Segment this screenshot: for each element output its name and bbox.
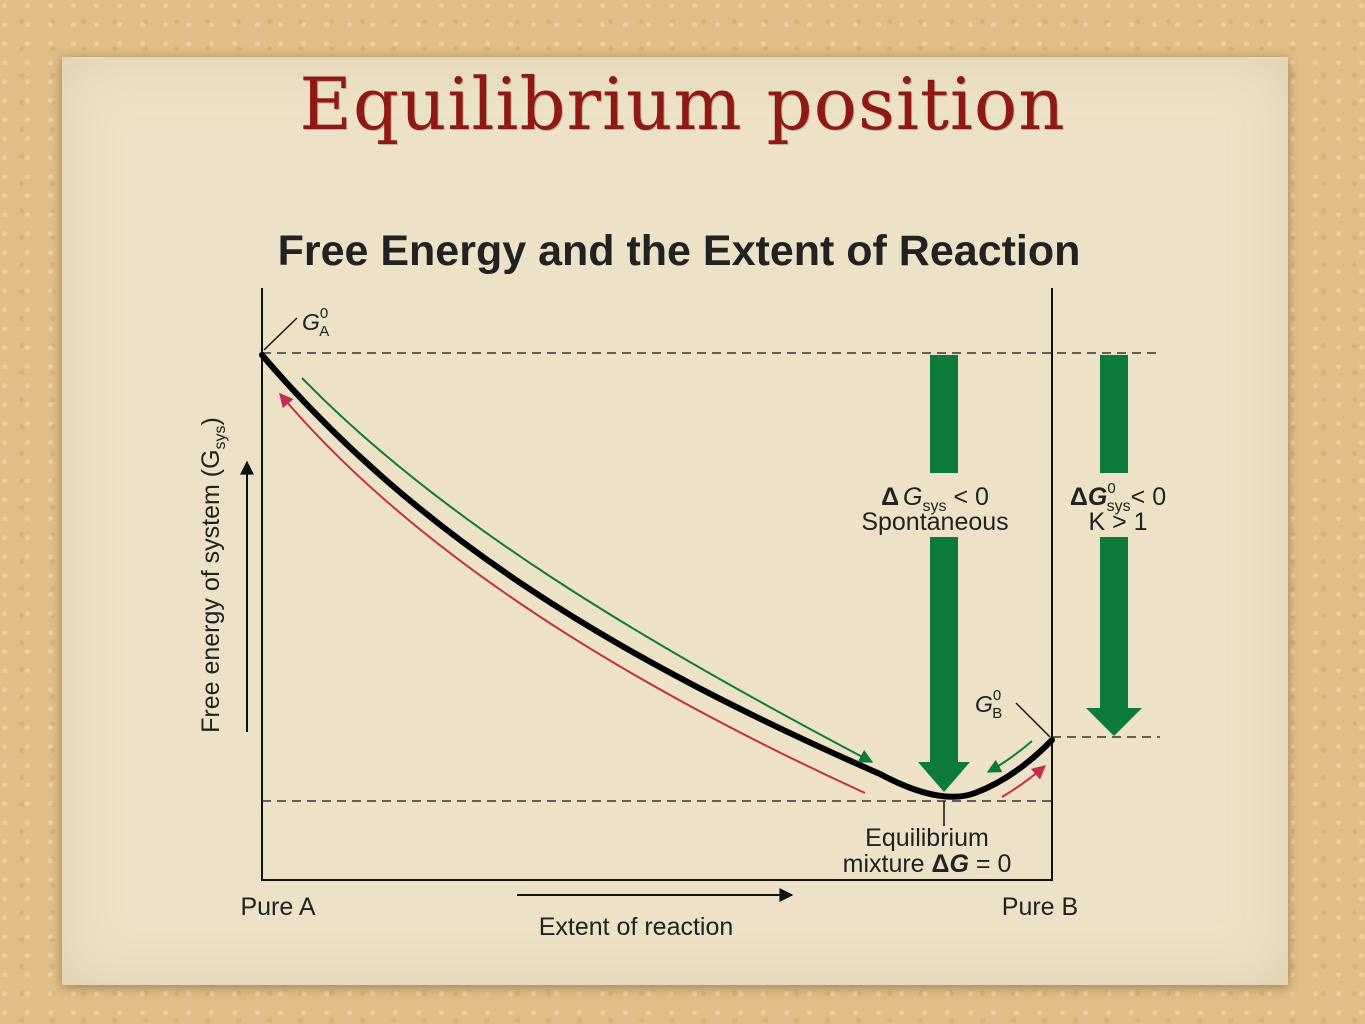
equilibrium-line2: mixture ΔG = 0 (843, 850, 1012, 878)
ga-subscript: A (319, 323, 329, 340)
g-symbol: G (903, 483, 922, 511)
less-than-zero: < 0 (1131, 483, 1166, 511)
pure-b-label: Pure B (1002, 893, 1078, 921)
red-reverse-arrow (279, 392, 866, 794)
diagram-heading: Free Energy and the Extent of Reaction (278, 227, 1081, 275)
delta-symbol: Δ (932, 850, 950, 878)
slide-card (62, 57, 1288, 985)
y-axis-close: ) (197, 417, 225, 425)
spontaneous-arrow-lower (918, 537, 970, 792)
y-axis-sub: sys (212, 425, 229, 449)
zero-superscript: 0 (1107, 480, 1115, 497)
equals-zero: = 0 (969, 850, 1011, 878)
standard-arrow-upper (1100, 355, 1128, 473)
g-symbol: G (975, 691, 993, 717)
ga-label: G0 A (302, 305, 329, 340)
delta-symbol: Δ (1070, 483, 1088, 511)
pure-a-label: Pure A (240, 893, 315, 921)
spontaneous-arrow-upper (930, 355, 958, 473)
standard-label: ΔG0 sys< 0 (1070, 480, 1166, 515)
mixture-text: mixture (843, 850, 932, 878)
free-energy-curve (259, 352, 1055, 800)
green-forward-arrow (301, 377, 874, 763)
equilibrium-line1: Equilibrium (865, 824, 989, 852)
spontaneous-text: Spontaneous (861, 508, 1008, 536)
red-forward-arrow (1001, 765, 1047, 798)
g-symbol: G (950, 850, 969, 878)
ga-superscript: 0 (320, 305, 328, 322)
ga-leader-line (263, 317, 298, 351)
g-symbol: G (302, 309, 320, 335)
g-symbol: G (1088, 483, 1107, 511)
delta-symbol: Δ (881, 483, 899, 511)
green-reverse-arrow (986, 740, 1033, 773)
gb-label: G0 B (975, 687, 1002, 722)
y-axis-text: Free energy of system (G (197, 449, 225, 732)
gb-leader-line (1015, 702, 1051, 738)
x-axis-label: Extent of reaction (539, 913, 734, 941)
slide-title: Equilibrium position (299, 62, 1066, 146)
gb-superscript: 0 (993, 687, 1001, 704)
standard-arrow-lower (1086, 537, 1142, 736)
sys-subscript: sys (1107, 498, 1131, 515)
spontaneous-label: Δ Gsys < 0 (881, 483, 989, 515)
gb-subscript: B (992, 705, 1002, 722)
sys-subscript: sys (923, 498, 947, 515)
k-greater-than-one: K > 1 (1088, 508, 1147, 536)
less-than-zero: < 0 (947, 483, 989, 511)
y-axis-label: Free energy of system (Gsys) (197, 417, 229, 733)
